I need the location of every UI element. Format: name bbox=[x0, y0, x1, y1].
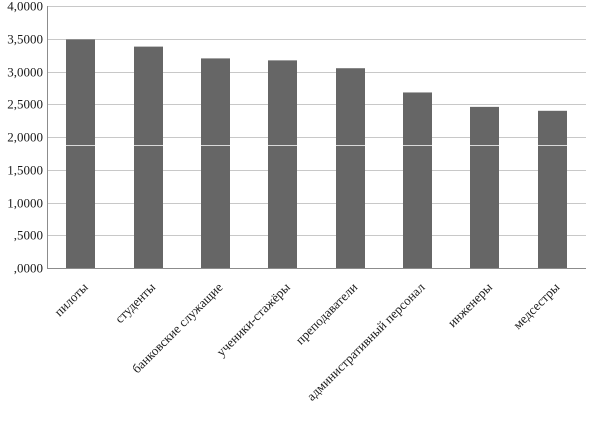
bar bbox=[336, 68, 365, 268]
x-category-label: административный персонал bbox=[304, 279, 428, 403]
bar bbox=[66, 39, 95, 268]
bar bbox=[470, 106, 499, 269]
y-tick-label: 2,0000 bbox=[7, 130, 43, 145]
y-tick-label: 4,0000 bbox=[7, 0, 43, 14]
bar bbox=[538, 110, 567, 268]
y-tick-label: 1,0000 bbox=[7, 196, 43, 211]
bar bbox=[134, 46, 163, 268]
gridlines bbox=[47, 6, 586, 236]
x-category-label: инженеры bbox=[445, 279, 496, 330]
y-tick-label: 2,5000 bbox=[7, 97, 43, 112]
y-tick-label: ,5000 bbox=[14, 228, 43, 243]
x-category-label: студенты bbox=[112, 279, 159, 326]
axes bbox=[47, 6, 586, 269]
y-tick-label: ,0000 bbox=[14, 261, 43, 276]
x-category-label: преподаватели bbox=[292, 279, 360, 347]
bar bbox=[201, 58, 230, 269]
bar bbox=[268, 60, 297, 268]
x-category-label: ученики-стажёры bbox=[213, 279, 293, 359]
y-tick-label: 3,0000 bbox=[7, 65, 43, 80]
bar bbox=[403, 92, 432, 269]
x-category-label: пилоты bbox=[51, 279, 91, 319]
y-tick-label: 3,5000 bbox=[7, 32, 43, 47]
y-axis-tick-labels: ,0000 ,5000 1,0000 1,5000 2,0000 2,5000 3,0000… bbox=[7, 0, 43, 276]
y-tick-label: 1,5000 bbox=[7, 163, 43, 178]
x-category-label: медсестры bbox=[510, 279, 563, 332]
bars bbox=[66, 39, 567, 269]
